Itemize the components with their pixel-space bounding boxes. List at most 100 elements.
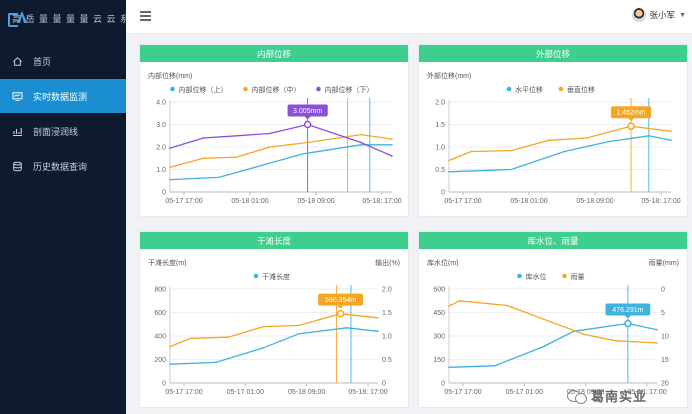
sidebar-item-home[interactable]: 首页 <box>0 44 126 78</box>
x-tick-label: 05-17 17:00 <box>444 198 481 205</box>
y2-tick-label: 15 <box>661 357 669 364</box>
user-menu[interactable]: 张小军 ▼ <box>631 8 686 22</box>
x-tick-label: 05-18 09:00 <box>297 198 334 205</box>
watermark: 葛南实业 <box>567 386 647 405</box>
sidebar-menu: 首页 实时数据监测 剖面浸润线 历史数据查询 <box>0 44 126 183</box>
data-point <box>656 328 658 331</box>
data-point <box>391 138 393 140</box>
data-point <box>585 137 588 139</box>
data-point <box>391 143 393 146</box>
sidebar-item-profile-seepage[interactable]: 剖面浸润线 <box>0 114 126 148</box>
highlighted-point <box>624 319 632 328</box>
y-tick-label: 300 <box>433 334 445 341</box>
external-displacement-card: 外部位移 外部位移(mm) 水平位移 垂直位移 0 0.5 1.0 1.5 2.0 05-17 … <box>418 44 688 217</box>
reservoir-level-rainfall-chart: 库水位(m) 雨量(mm)库水位 雨量01503004506002015105005… <box>427 258 679 396</box>
y-tick-label: 450 <box>433 310 445 317</box>
legend-marker <box>558 86 564 92</box>
data-point <box>202 137 205 139</box>
data-point <box>583 333 585 336</box>
tooltip-arrow <box>628 118 635 122</box>
y2-tick-label: 20 <box>661 381 669 388</box>
data-point <box>648 134 650 137</box>
y2-tick-label: 0 <box>382 381 386 388</box>
legend-item: 水平位移 <box>515 85 543 94</box>
y-tick-label: 800 <box>154 287 166 294</box>
legend-item: 内部位移（上） <box>179 85 228 94</box>
tooltip-label: 476.291m <box>612 307 643 314</box>
data-point <box>448 170 450 173</box>
data-point <box>298 324 300 327</box>
x-tick-label: 05-18: 17:00 <box>627 389 666 396</box>
y2-tick-label: 10 <box>661 334 669 341</box>
data-point <box>510 168 512 171</box>
data-point <box>169 363 171 365</box>
chart-line-icon <box>12 126 23 137</box>
data-point <box>227 336 230 338</box>
legend-marker <box>562 273 567 279</box>
x-tick-label: 05-17 17:00 <box>165 198 202 205</box>
data-point <box>302 152 304 155</box>
y-axis-label: 内部位移(mm) <box>148 71 192 80</box>
data-point <box>218 176 220 179</box>
y-tick-label: 600 <box>433 287 445 294</box>
x-tick-label: 05-18: 17:00 <box>641 198 680 205</box>
legend-marker <box>517 273 522 279</box>
data-point <box>269 146 271 148</box>
data-point <box>608 140 610 143</box>
internal-displacement-chart: 内部位移(mm) 内部位移（上） 内部位移（中） 内部位移（下） 0 1.0 2.0 3.0 4… <box>148 71 402 205</box>
data-point <box>448 305 450 308</box>
legend-marker <box>506 86 512 92</box>
tooltip-arrow <box>337 305 344 309</box>
tooltip-label: 1.462mm <box>616 110 645 117</box>
y-tick-label: 1.0 <box>435 145 445 152</box>
card-title: 干滩长度 <box>140 232 408 249</box>
tooltip-box <box>287 104 328 117</box>
tooltip-label: 590.354m <box>325 297 356 304</box>
legend-item: 内部位移（下） <box>325 85 374 94</box>
sidebar-item-label: 剖面浸润线 <box>33 126 79 137</box>
legend-item: 干滩长度 <box>262 272 290 281</box>
wechat-icon <box>567 389 587 404</box>
legend-item: 库水位 <box>526 272 547 281</box>
legend-marker <box>316 86 321 92</box>
y2-tick-label: 2.0 <box>382 287 392 294</box>
menu-toggle-icon[interactable] <box>140 11 151 21</box>
x-tick-label: 05-17 17:00 <box>165 389 202 396</box>
chevron-down-icon: ▼ <box>679 11 686 19</box>
sidebar-item-label: 历史数据查询 <box>33 161 88 172</box>
data-point <box>391 155 393 157</box>
y-axis-label: 外部位移(mm) <box>427 71 471 80</box>
x-tick-label: 05-17 17:00 <box>444 389 481 396</box>
data-point <box>510 149 512 152</box>
y2-tick-label: 1.0 <box>382 334 392 341</box>
x-tick-label: 05-17 01:00 <box>227 389 264 396</box>
x-tick-label: 05-18 09:00 <box>288 389 325 396</box>
y-tick-label: 200 <box>154 357 166 364</box>
card-title: 库水位、雨量 <box>419 232 687 249</box>
data-point <box>548 139 550 142</box>
x-tick-label: 05-17 01:00 <box>506 389 543 396</box>
home-icon <box>12 56 23 67</box>
series-line <box>448 322 658 368</box>
tooltip-arrow <box>624 315 631 319</box>
app-logo[interactable]: 高 岳 量 量 量 量 云 云 系 统 <box>0 0 143 36</box>
monitor-icon <box>12 91 23 102</box>
dry-beach-length-chart: 干滩长度(m) 输出(%) 干滩长度 0 200 400 600 800 0 0.5 1.0 1.5 2… <box>148 258 400 396</box>
data-point <box>506 304 509 307</box>
data-point <box>214 361 217 364</box>
x-tick-label: 05-18: 17:00 <box>362 198 401 205</box>
data-point <box>346 326 348 329</box>
sidebar-item-realtime-monitoring[interactable]: 实时数据监测 <box>0 79 126 113</box>
highlighted-point <box>303 120 312 129</box>
y-tick-label: 400 <box>154 334 166 341</box>
series-line <box>169 144 392 181</box>
tooltip-arrow <box>304 116 311 120</box>
y-tick-label: 150 <box>433 357 445 364</box>
y2-axis-label: 雨量(mm) <box>649 259 679 267</box>
sidebar-item-history-query[interactable]: 历史数据查询 <box>0 149 126 183</box>
data-point <box>470 150 472 153</box>
data-point <box>262 346 265 349</box>
data-point <box>448 366 450 369</box>
legend-item: 垂直位移 <box>567 85 595 94</box>
y-tick-label: 0 <box>162 190 166 197</box>
